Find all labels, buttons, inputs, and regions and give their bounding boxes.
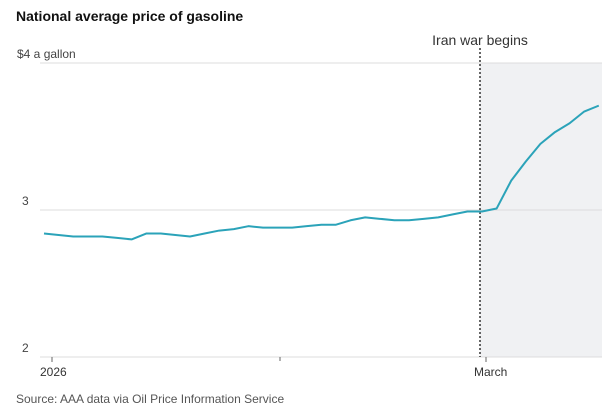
x-tick-label: 2026	[40, 365, 67, 379]
annotation: Iran war begins	[432, 32, 528, 48]
y-tick-label: 3	[22, 194, 29, 208]
source: Source: AAA data via Oil Price Informati…	[16, 392, 284, 406]
x-tick-label: March	[474, 365, 507, 379]
chart-title: National average price of gasoline	[16, 8, 243, 24]
y-tick-label: $4 a gallon	[17, 47, 76, 61]
line-series	[43, 104, 600, 241]
y-tick-label: 2	[22, 341, 29, 355]
